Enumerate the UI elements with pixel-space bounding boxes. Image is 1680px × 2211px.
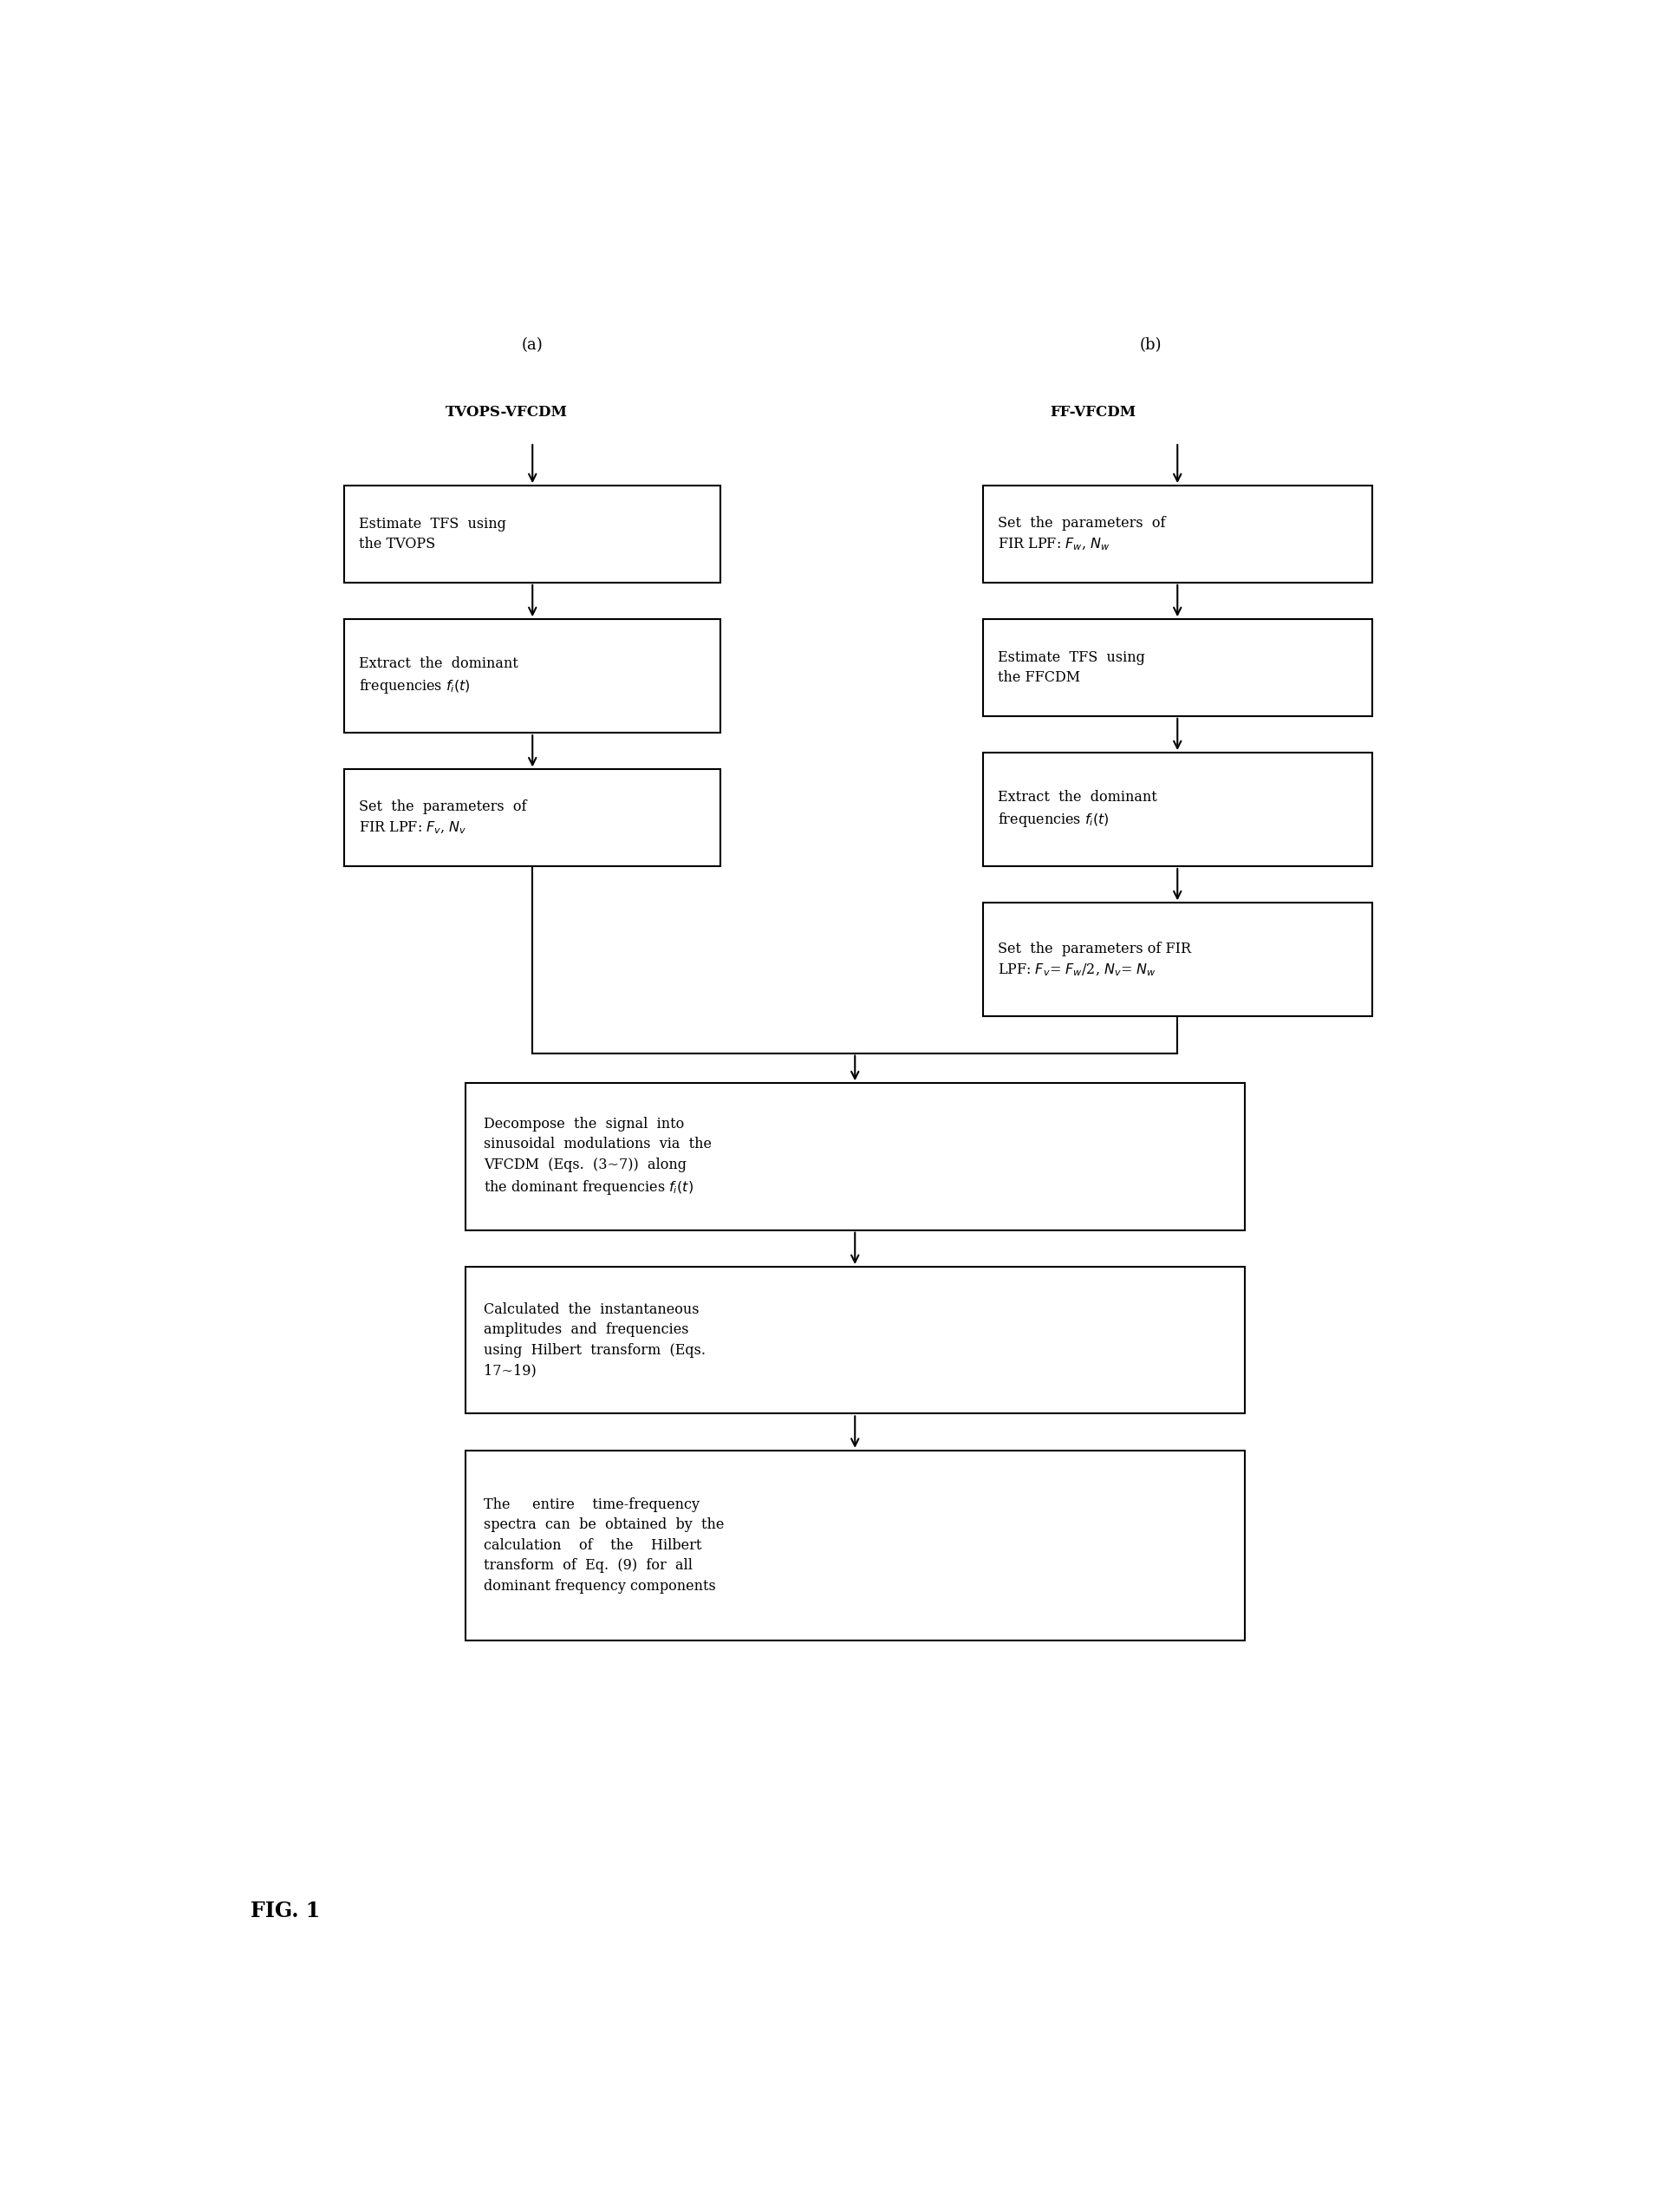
Text: TVOPS-VFCDM: TVOPS-VFCDM xyxy=(445,405,568,420)
Text: Set  the  parameters  of
FIR LPF: $F_v$, $N_v$: Set the parameters of FIR LPF: $F_v$, $N… xyxy=(360,800,528,836)
Text: (b): (b) xyxy=(1139,338,1161,354)
Bar xyxy=(983,752,1373,867)
Text: Decompose  the  signal  into
sinusoidal  modulations  via  the
VFCDM  (Eqs.  (3~: Decompose the signal into sinusoidal mod… xyxy=(484,1117,712,1196)
Text: The     entire    time-frequency
spectra  can  be  obtained  by  the
calculation: The entire time-frequency spectra can be… xyxy=(484,1497,724,1594)
Text: Extract  the  dominant
frequencies $f_i(t)$: Extract the dominant frequencies $f_i(t)… xyxy=(360,657,519,696)
Bar xyxy=(465,1450,1245,1641)
Bar xyxy=(983,619,1373,716)
Bar xyxy=(344,486,721,581)
Text: Set  the  parameters  of
FIR LPF: $F_w$, $N_w$: Set the parameters of FIR LPF: $F_w$, $N… xyxy=(998,515,1166,553)
Bar xyxy=(344,769,721,867)
Text: Estimate  TFS  using
the FFCDM: Estimate TFS using the FFCDM xyxy=(998,650,1144,685)
Text: Estimate  TFS  using
the TVOPS: Estimate TFS using the TVOPS xyxy=(360,517,506,551)
Bar xyxy=(344,619,721,732)
Text: (a): (a) xyxy=(522,338,543,354)
Text: FF-VFCDM: FF-VFCDM xyxy=(1050,405,1136,420)
Text: FIG. 1: FIG. 1 xyxy=(250,1901,319,1921)
Bar xyxy=(983,486,1373,581)
Bar xyxy=(465,1267,1245,1413)
Bar xyxy=(983,902,1373,1017)
Text: Calculated  the  instantaneous
amplitudes  and  frequencies
using  Hilbert  tran: Calculated the instantaneous amplitudes … xyxy=(484,1302,706,1377)
Text: Extract  the  dominant
frequencies $f_i(t)$: Extract the dominant frequencies $f_i(t)… xyxy=(998,789,1156,829)
Text: Set  the  parameters of FIR
LPF: $F_v$= $F_w$/2, $N_v$= $N_w$: Set the parameters of FIR LPF: $F_v$= $F… xyxy=(998,942,1191,977)
Bar xyxy=(465,1083,1245,1229)
